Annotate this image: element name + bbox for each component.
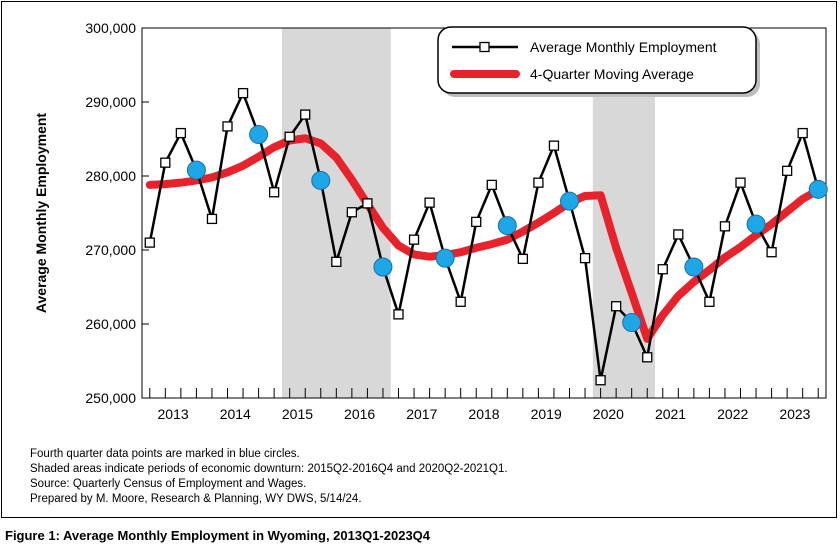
x-tick-label: 2016	[344, 406, 375, 422]
q4-data-point-circle	[186, 160, 206, 180]
data-point-square	[237, 87, 249, 99]
series-line-moving-average	[145, 134, 823, 343]
data-point-square	[346, 207, 358, 218]
data-point-square	[517, 253, 529, 265]
data-point-square	[160, 157, 171, 168]
note-shaded-areas: Shaded areas indicate periods of economi…	[30, 463, 508, 475]
data-point-square	[657, 264, 668, 275]
x-tick-label: 2018	[468, 406, 499, 422]
y-tick-label: 260,000	[85, 316, 136, 332]
data-point-square	[533, 177, 544, 188]
q4-data-point-circle	[746, 214, 766, 234]
y-tick-label: 270,000	[85, 242, 136, 258]
series-line-employment	[148, 89, 820, 381]
y-tick-label: 250,000	[85, 390, 136, 406]
q4-data-point-circle	[808, 179, 828, 199]
data-point-square	[206, 213, 218, 225]
y-tick-label: 300,000	[85, 20, 136, 36]
data-point-square	[393, 309, 404, 320]
data-point-square	[408, 234, 420, 245]
legend-box	[437, 26, 757, 94]
data-point-square	[548, 140, 560, 151]
x-tick-label: 2013	[158, 406, 189, 422]
data-point-square	[610, 301, 622, 312]
data-point-square	[673, 229, 684, 240]
figure-caption: Figure 1: Average Monthly Employment in …	[5, 528, 431, 543]
q4-data-point-circle	[311, 170, 331, 190]
q4-data-point-circle	[497, 216, 517, 236]
data-point-square	[766, 247, 777, 258]
data-point-square	[144, 237, 155, 248]
data-point-square	[704, 296, 715, 307]
data-point-square	[579, 252, 591, 264]
data-point-square	[797, 127, 808, 139]
q4-data-point-circle	[622, 313, 642, 333]
data-point-square	[455, 296, 466, 307]
data-point-square	[362, 198, 373, 209]
x-tick-label: 2015	[282, 406, 313, 422]
y-tick-label: 290,000	[85, 94, 136, 110]
data-point-square	[268, 187, 280, 198]
legend-label-employment: Average Monthly Employment	[530, 39, 717, 55]
data-point-square	[175, 127, 187, 139]
y-axis-title: Average Monthly Employment	[33, 113, 49, 314]
q4-data-point-circle	[560, 191, 579, 211]
x-tick-label: 2022	[717, 406, 748, 422]
data-point-square	[735, 177, 746, 188]
data-point-square	[424, 197, 435, 208]
data-point-square	[595, 375, 606, 386]
data-point-square	[284, 131, 295, 142]
q4-data-point-circle	[249, 125, 269, 145]
data-point-square	[486, 179, 497, 191]
legend-label-moving-average: 4-Quarter Moving Average	[530, 66, 694, 82]
q4-data-point-circle	[435, 248, 455, 268]
data-point-square	[331, 256, 342, 267]
note-source: Source: Quarterly Census of Employment a…	[30, 478, 307, 490]
x-tick-label: 2019	[531, 406, 562, 422]
x-tick-label: 2014	[220, 406, 251, 422]
data-point-square	[300, 109, 311, 120]
chart-frame	[1, 1, 837, 518]
q4-data-point-circle	[684, 257, 704, 277]
y-tick-label: 280,000	[85, 168, 136, 184]
data-point-square	[222, 121, 233, 132]
x-tick-label: 2017	[406, 406, 437, 422]
data-point-square	[719, 221, 731, 232]
x-tick-label: 2021	[655, 406, 686, 422]
q4-data-point-circle	[373, 257, 393, 277]
data-point-square	[471, 216, 482, 228]
note-q4-markers: Fourth quarter data points are marked in…	[30, 448, 300, 460]
data-point-square	[642, 352, 653, 363]
data-point-square	[781, 165, 793, 176]
legend-marker-employment	[479, 41, 490, 53]
x-tick-label: 2020	[593, 406, 624, 422]
x-tick-label: 2023	[779, 406, 810, 422]
note-prepared-by: Prepared by M. Moore, Research & Plannin…	[30, 493, 362, 505]
